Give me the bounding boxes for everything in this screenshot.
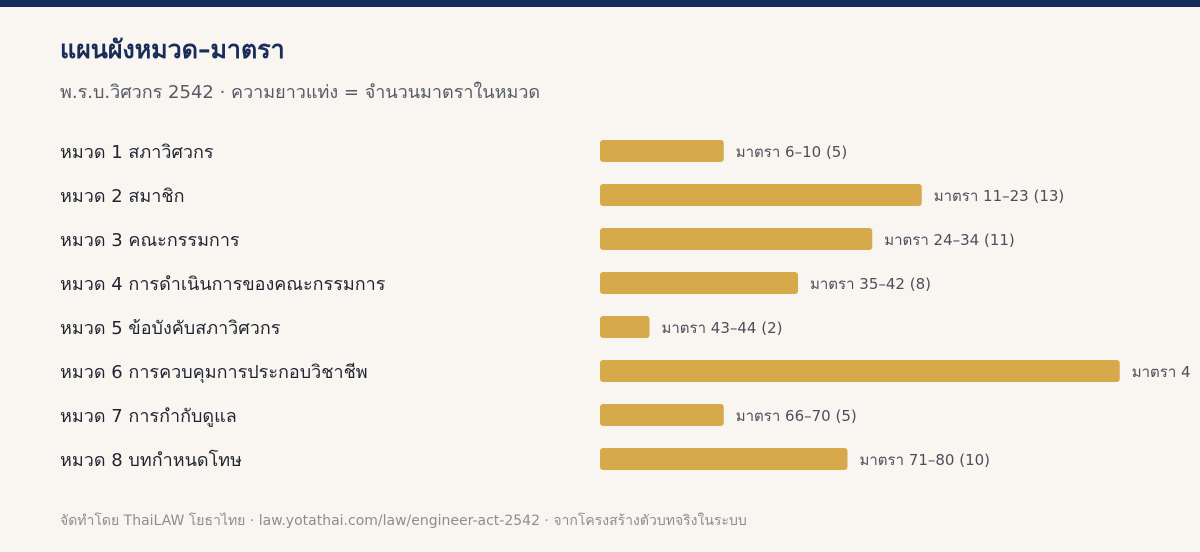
bar bbox=[600, 184, 922, 206]
chart-subtitle: พ.ร.บ.วิศวกร 2542 · ความยาวแท่ง = จำนวนม… bbox=[60, 82, 541, 103]
category-label: หมวด 8 บทกำหนดโทษ bbox=[60, 449, 242, 471]
bar bbox=[600, 360, 1120, 382]
bar bbox=[600, 404, 724, 426]
category-label: หมวด 4 การดำเนินการของคณะกรรมการ bbox=[60, 274, 386, 295]
category-label: หมวด 6 การควบคุมการประกอบวิชาชีพ bbox=[60, 362, 368, 383]
value-label: มาตรา 43–44 (2) bbox=[662, 319, 783, 337]
bar bbox=[600, 448, 848, 470]
category-label: หมวด 5 ข้อบังคับสภาวิศวกร bbox=[60, 318, 281, 339]
value-label: มาตรา 66–70 (5) bbox=[736, 407, 857, 425]
value-label: มาตรา 6–10 (5) bbox=[736, 143, 847, 161]
value-label: มาตรา 35–42 (8) bbox=[810, 275, 931, 293]
category-label: หมวด 3 คณะกรรมการ bbox=[60, 230, 240, 251]
bar bbox=[600, 140, 724, 162]
category-label: หมวด 2 สมาชิก bbox=[60, 186, 185, 207]
footer-credit: จัดทำโดย ThaiLAW โยธาไทย · law.yotathai.… bbox=[60, 513, 747, 529]
value-label: มาตรา 11–23 (13) bbox=[934, 187, 1065, 205]
value-label: มาตรา 71–80 (10) bbox=[860, 451, 991, 469]
bar bbox=[600, 272, 798, 294]
bar bbox=[600, 316, 650, 338]
top-accent-bar bbox=[0, 0, 1200, 7]
bar bbox=[600, 228, 873, 250]
category-label: หมวด 1 สภาวิศวกร bbox=[60, 142, 214, 163]
chart-title: แผนผังหมวด–มาตรา bbox=[60, 35, 285, 64]
value-label: มาตรา 4 bbox=[1132, 363, 1191, 381]
category-label: หมวด 7 การกำกับดูแล bbox=[60, 406, 237, 427]
value-label: มาตรา 24–34 (11) bbox=[884, 231, 1015, 249]
